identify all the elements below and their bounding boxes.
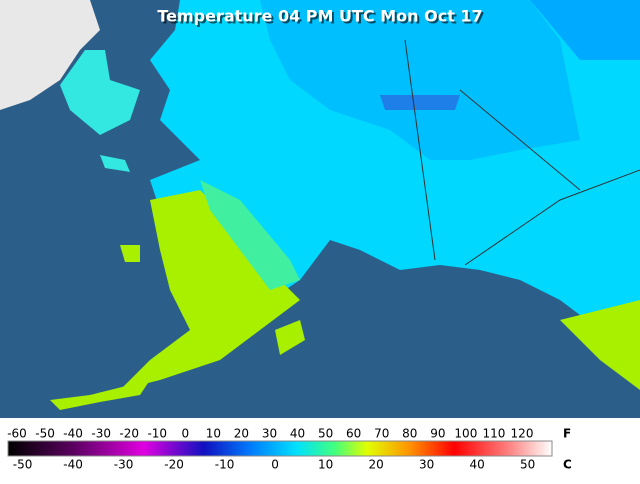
aleutians bbox=[50, 380, 150, 410]
kodiak bbox=[275, 320, 305, 355]
st-lawrence-island bbox=[100, 155, 130, 172]
southwest-alaska bbox=[120, 190, 300, 390]
color-scale bbox=[7, 440, 553, 457]
celsius-tick-label: 20 bbox=[368, 458, 383, 472]
fahrenheit-tick-label: -30 bbox=[91, 427, 111, 441]
russia bbox=[0, 0, 100, 110]
border-line bbox=[404, 39, 436, 261]
fahrenheit-tick-label: -10 bbox=[147, 427, 167, 441]
cold-region bbox=[260, 0, 580, 160]
map: Temperature 04 PM UTC Mon Oct 17 Tempera… bbox=[0, 0, 640, 418]
fahrenheit-unit: F bbox=[563, 427, 571, 441]
fahrenheit-tick-label: 30 bbox=[262, 427, 277, 441]
fahrenheit-tick-label: 80 bbox=[402, 427, 417, 441]
celsius-tick-label: 10 bbox=[318, 458, 333, 472]
fahrenheit-tick-label: 90 bbox=[430, 427, 445, 441]
celsius-tick-label: -20 bbox=[164, 458, 184, 472]
nunivak-island bbox=[120, 245, 140, 262]
celsius-tick-label: 0 bbox=[271, 458, 279, 472]
fahrenheit-tick-label: -50 bbox=[35, 427, 55, 441]
fahrenheit-tick-label: 110 bbox=[482, 427, 505, 441]
title: Temperature 04 PM UTC Mon Oct 17 bbox=[157, 7, 482, 26]
celsius-tick-label: -30 bbox=[114, 458, 134, 472]
cold-region-ne bbox=[530, 0, 640, 60]
fahrenheit-tick-label: 100 bbox=[454, 427, 477, 441]
celsius-tick-label: 40 bbox=[469, 458, 484, 472]
fahrenheit-tick-label: -40 bbox=[63, 427, 83, 441]
fahrenheit-tick-label: 40 bbox=[290, 427, 305, 441]
celsius-tick-label: -40 bbox=[63, 458, 83, 472]
celsius-tick-label: 50 bbox=[520, 458, 535, 472]
coldest-spot bbox=[380, 95, 460, 110]
celsius-tick-label: -50 bbox=[13, 458, 33, 472]
fahrenheit-tick-label: 120 bbox=[511, 427, 534, 441]
fahrenheit-tick-label: 20 bbox=[234, 427, 249, 441]
fahrenheit-tick-label: 10 bbox=[206, 427, 221, 441]
fahrenheit-tick-label: -60 bbox=[7, 427, 27, 441]
celsius-unit: C bbox=[563, 458, 572, 472]
southeast-panhandle bbox=[560, 300, 640, 390]
title-shadow: Temperature 04 PM UTC Mon Oct 17 bbox=[159, 9, 484, 28]
fahrenheit-tick-label: -20 bbox=[119, 427, 139, 441]
celsius-tick-label: 30 bbox=[419, 458, 434, 472]
border-line bbox=[459, 89, 581, 191]
fahrenheit-tick-label: 70 bbox=[374, 427, 389, 441]
seward-peninsula bbox=[60, 50, 140, 135]
fahrenheit-tick-label: 0 bbox=[182, 427, 190, 441]
fahrenheit-tick-label: 60 bbox=[346, 427, 361, 441]
fahrenheit-tick-label: 50 bbox=[318, 427, 333, 441]
transition-zone bbox=[200, 180, 300, 290]
border-line bbox=[464, 169, 640, 266]
celsius-tick-label: -10 bbox=[215, 458, 235, 472]
